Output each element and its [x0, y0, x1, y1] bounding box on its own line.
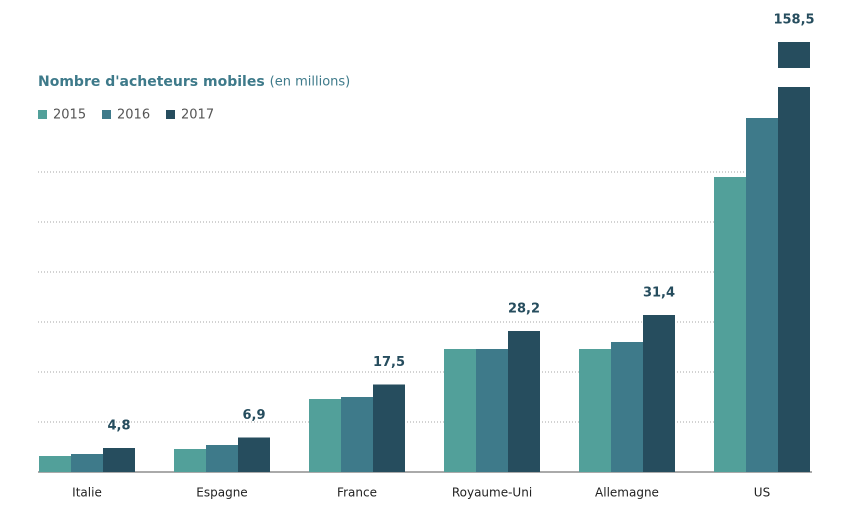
chart-title: Nombre d'acheteurs mobiles [38, 74, 265, 90]
bar [476, 349, 508, 472]
x-tick-label: Espagne [196, 486, 247, 500]
value-label: 6,9 [242, 408, 265, 423]
value-label: 4,8 [107, 419, 130, 434]
x-tick-label: Allemagne [595, 486, 659, 500]
bar [746, 118, 778, 472]
bar [71, 454, 103, 472]
bar [206, 445, 238, 472]
bar [611, 342, 643, 472]
legend-label: 2015 [53, 108, 86, 123]
legend-swatch [166, 110, 175, 119]
bar [714, 177, 746, 472]
bar [238, 437, 270, 472]
x-tick-label: Italie [72, 486, 102, 500]
value-label: 31,4 [643, 286, 675, 301]
bar [373, 384, 405, 472]
x-tick-label: Royaume-Uni [452, 486, 532, 500]
value-label: 158,5 [773, 13, 814, 28]
value-label: 17,5 [373, 355, 405, 370]
bar-break [778, 42, 810, 68]
legend-label: 2016 [117, 108, 150, 123]
bar [643, 315, 675, 472]
bar [508, 331, 540, 472]
bar [309, 399, 341, 472]
bar [579, 349, 611, 472]
legend-swatch [38, 110, 47, 119]
legend-label: 2017 [181, 108, 214, 123]
bar [778, 87, 810, 472]
legend-swatch [102, 110, 111, 119]
bar [103, 448, 135, 472]
bar [174, 449, 206, 472]
x-tick-label: France [337, 486, 377, 500]
bar [39, 456, 71, 472]
x-tick-label: US [754, 486, 770, 500]
bar [341, 397, 373, 472]
chart-subtitle: (en millions) [270, 75, 351, 90]
bar [444, 349, 476, 472]
value-label: 28,2 [508, 302, 540, 317]
